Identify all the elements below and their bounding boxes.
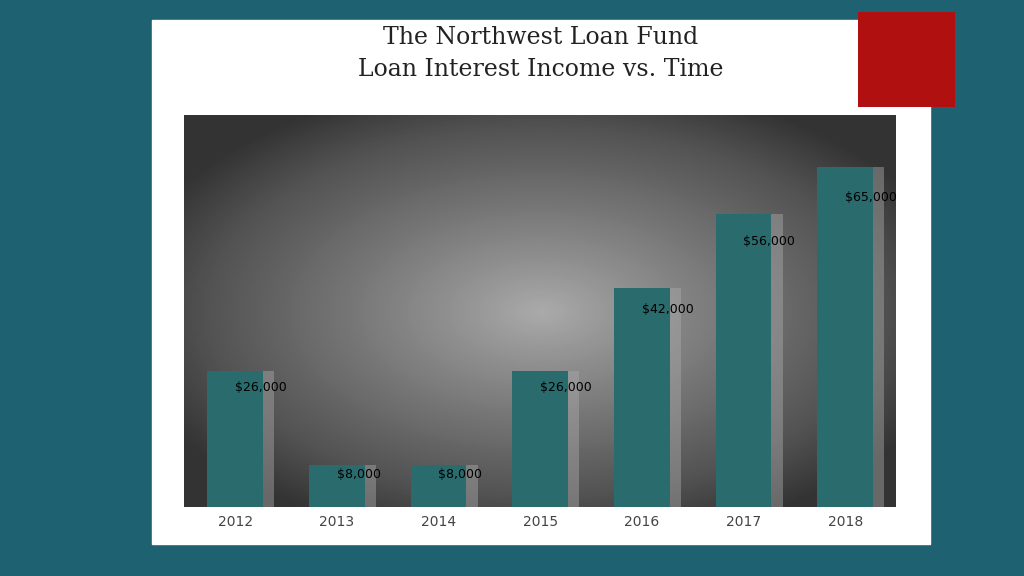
Bar bbox=[314, 465, 376, 507]
Text: $8,000: $8,000 bbox=[337, 468, 381, 481]
Text: $65,000: $65,000 bbox=[845, 191, 897, 204]
Bar bbox=[822, 168, 885, 507]
Bar bbox=[416, 465, 477, 507]
Bar bbox=[512, 371, 568, 507]
Bar bbox=[517, 371, 580, 507]
Text: $42,000: $42,000 bbox=[642, 303, 693, 316]
Bar bbox=[716, 214, 771, 507]
Text: The Northwest Loan Fund
Loan Interest Income vs. Time: The Northwest Loan Fund Loan Interest In… bbox=[358, 26, 723, 81]
Bar bbox=[212, 371, 274, 507]
Text: $26,000: $26,000 bbox=[541, 381, 592, 393]
Bar bbox=[618, 287, 681, 507]
Bar bbox=[817, 168, 873, 507]
Bar bbox=[411, 465, 467, 507]
Bar bbox=[207, 371, 263, 507]
Text: $26,000: $26,000 bbox=[236, 381, 287, 393]
Text: $56,000: $56,000 bbox=[743, 235, 796, 248]
Bar bbox=[613, 287, 670, 507]
Bar bbox=[721, 214, 782, 507]
Text: $8,000: $8,000 bbox=[438, 468, 482, 481]
Bar bbox=[309, 465, 365, 507]
